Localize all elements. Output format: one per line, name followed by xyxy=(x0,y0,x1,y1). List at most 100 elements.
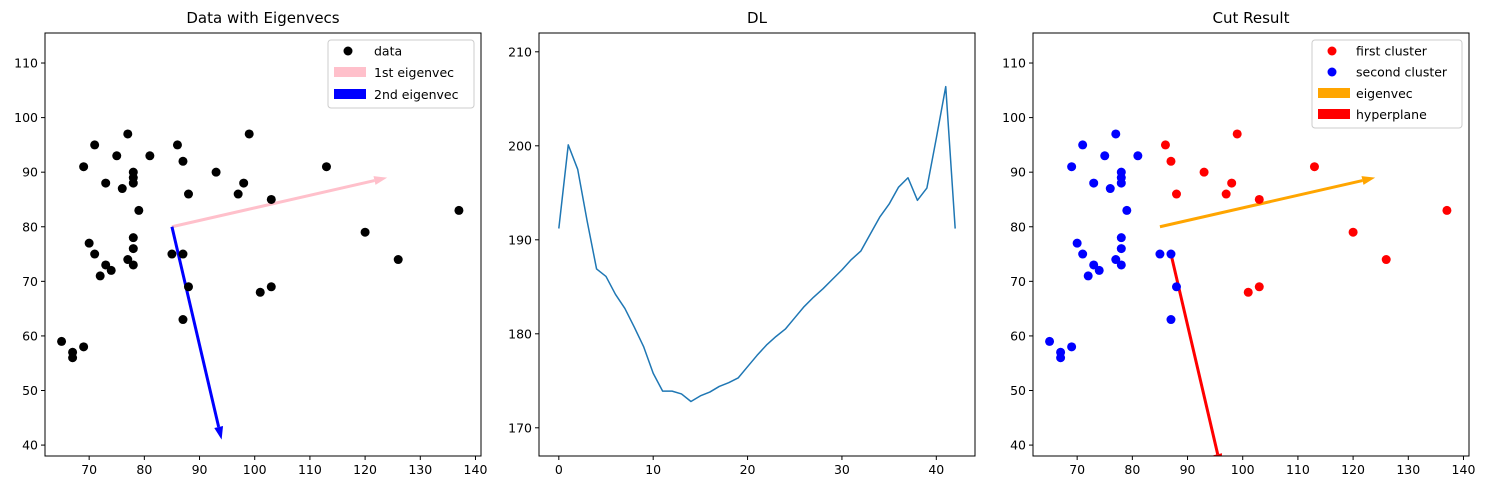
data-point-second-cluster xyxy=(1133,151,1143,161)
data-point-second-cluster xyxy=(1155,249,1165,259)
arrow-shaft-2nd-eigenvec xyxy=(170,226,221,428)
y-tick-label: 50 xyxy=(1010,383,1026,398)
y-tick-label: 80 xyxy=(1010,219,1026,234)
arrow-shaft-eigenvec xyxy=(1159,179,1363,229)
y-tick-label: 210 xyxy=(508,44,532,59)
x-tick-label: 20 xyxy=(740,462,756,477)
y-tick-label: 70 xyxy=(22,274,38,289)
data-point-data xyxy=(360,227,370,237)
x-tick-label: 80 xyxy=(136,462,152,477)
data-point-data xyxy=(57,336,67,346)
data-point-data xyxy=(178,249,188,259)
x-tick-label: 10 xyxy=(645,462,661,477)
legend-frame xyxy=(1311,39,1463,129)
legend-swatch-hyperplane xyxy=(1318,109,1350,119)
data-point-data xyxy=(117,184,127,194)
data-point-second-cluster xyxy=(1083,271,1093,281)
legend-swatch-1st-eigenvec xyxy=(334,67,366,77)
data-point-data xyxy=(266,194,276,204)
data-point-data xyxy=(145,151,155,161)
data-point-second-cluster xyxy=(1072,238,1082,248)
data-point-second-cluster xyxy=(1116,244,1126,254)
data-point-first-cluster xyxy=(1221,189,1231,199)
panel-cut-result: 70 80 90 100 110 120 130 140 40 50 60 70 80 90 100 110… xyxy=(1002,9,1475,477)
x-tick-label: 100 xyxy=(1231,462,1255,477)
x-tick-label: 110 xyxy=(1286,462,1310,477)
x-tick-label: 140 xyxy=(1452,462,1476,477)
y-tick-label: 50 xyxy=(22,383,38,398)
data-point-data xyxy=(233,189,243,199)
plot-frame xyxy=(44,32,482,457)
data-point-data xyxy=(79,342,89,352)
data-point-first-cluster xyxy=(1232,129,1242,139)
arrow-head-hyperplane xyxy=(1213,453,1223,456)
legend-label-1st-eigenvec: 1st eigenvec xyxy=(374,65,454,80)
data-point-data xyxy=(454,205,464,215)
data-point-second-cluster xyxy=(1171,282,1181,292)
data-point-data xyxy=(393,255,403,265)
data-point-first-cluster xyxy=(1254,194,1264,204)
data-point-data xyxy=(128,260,138,270)
data-point-data xyxy=(211,167,221,177)
y-tick-label: 40 xyxy=(1010,438,1026,453)
plot-marks xyxy=(558,85,956,403)
data-point-data xyxy=(84,238,94,248)
data-point-second-cluster xyxy=(1105,184,1115,194)
data-point-data xyxy=(112,151,122,161)
arrow-head-2nd-eigenvec xyxy=(214,425,224,440)
y-tick-label: 80 xyxy=(22,219,38,234)
x-tick-label: 90 xyxy=(192,462,208,477)
plot-frame xyxy=(1032,32,1470,457)
data-point-data xyxy=(321,162,331,172)
data-point-data xyxy=(128,233,138,243)
x-tick-label: 110 xyxy=(298,462,322,477)
data-point-data xyxy=(183,282,193,292)
y-tick-label: 60 xyxy=(1010,328,1026,343)
data-point-data xyxy=(134,205,144,215)
y-tick-label: 90 xyxy=(22,165,38,180)
y-tick-label: 40 xyxy=(22,438,38,453)
plot-marks xyxy=(57,129,464,440)
data-point-second-cluster xyxy=(1116,233,1126,243)
data-point-first-cluster xyxy=(1243,287,1253,297)
legend: first cluster second cluster eigenvec hy… xyxy=(1311,39,1463,129)
arrow-head-eigenvec xyxy=(1361,176,1376,185)
data-point-first-cluster xyxy=(1381,255,1391,265)
y-tick-label: 90 xyxy=(1010,165,1026,180)
data-point-first-cluster xyxy=(1348,227,1358,237)
x-tick-label: 70 xyxy=(81,462,97,477)
x-tick-label: 70 xyxy=(1069,462,1085,477)
legend-marker-data xyxy=(343,46,353,56)
data-point-data xyxy=(266,282,276,292)
data-point-data xyxy=(68,353,78,363)
panel-dl: 0 10 20 30 40 170 180 190 200 210 DL xyxy=(508,9,976,477)
data-point-first-cluster xyxy=(1254,282,1264,292)
data-point-data xyxy=(167,249,177,259)
data-point-second-cluster xyxy=(1078,140,1088,150)
arrow-head-1st-eigenvec xyxy=(373,176,388,185)
data-point-data xyxy=(123,255,133,265)
y-tick-label: 60 xyxy=(22,328,38,343)
y-tick-label: 100 xyxy=(1002,110,1026,125)
y-tick-label: 70 xyxy=(1010,274,1026,289)
y-axis-ticks: 40 50 60 70 80 90 100 110 xyxy=(1002,56,1033,453)
y-tick-label: 180 xyxy=(508,326,532,341)
legend-label-first-cluster: first cluster xyxy=(1356,44,1428,59)
data-point-data xyxy=(244,129,254,139)
data-point-first-cluster xyxy=(1442,205,1452,215)
legend-label-eigenvec: eigenvec xyxy=(1356,86,1413,101)
y-tick-label: 200 xyxy=(508,138,532,153)
data-point-first-cluster xyxy=(1166,156,1176,166)
data-point-data xyxy=(183,189,193,199)
data-point-data xyxy=(101,178,111,188)
data-point-second-cluster xyxy=(1166,315,1176,325)
data-point-second-cluster xyxy=(1094,265,1104,275)
x-axis-ticks: 70 80 90 100 110 120 130 140 xyxy=(1069,456,1475,477)
plot-marks xyxy=(1045,129,1452,456)
chart-title: Data with Eigenvecs xyxy=(186,9,339,27)
x-tick-label: 140 xyxy=(464,462,488,477)
plot-frame xyxy=(538,32,976,457)
data-point-second-cluster xyxy=(1045,336,1055,346)
legend-label-data: data xyxy=(374,44,402,59)
